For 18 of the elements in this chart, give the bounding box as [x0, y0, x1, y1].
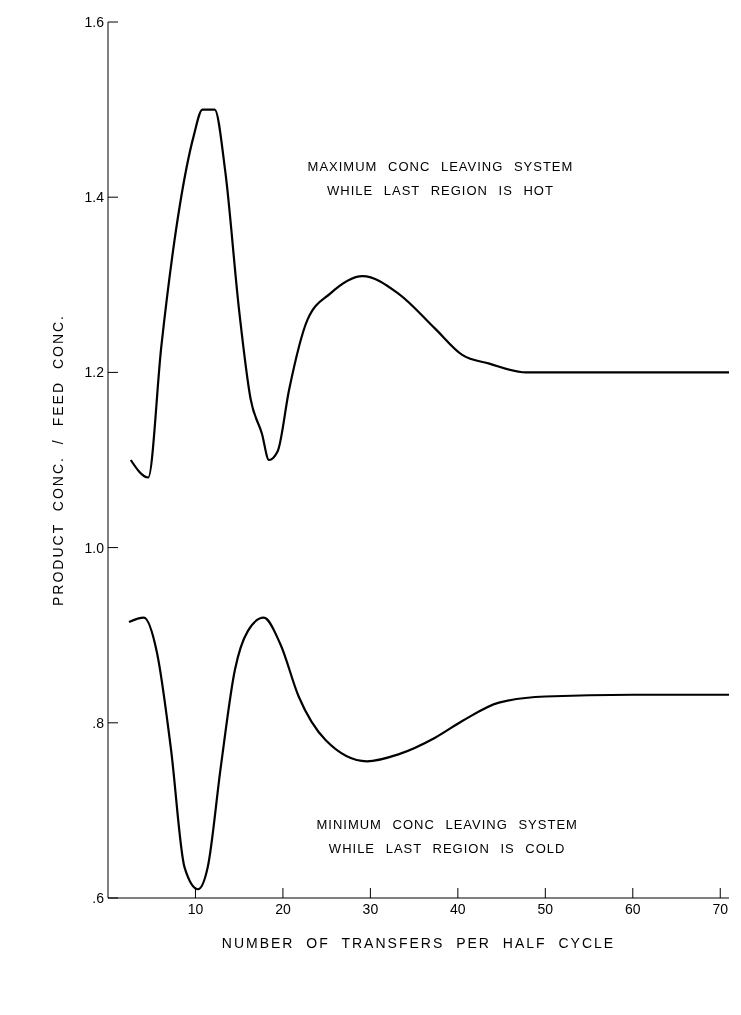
y-tick-label: .6: [92, 889, 105, 906]
y-axis-title: PRODUCT CONC. / FEED CONC.: [49, 314, 66, 606]
y-tick-label: .8: [92, 714, 105, 731]
y-tick-label: 1.4: [84, 189, 105, 206]
annotation: MINIMUM CONC LEAVING SYSTEM WHILE LAST REGION IS COLD: [316, 815, 578, 858]
x-tick-label: 60: [625, 900, 641, 917]
y-tick-label: 1.6: [84, 13, 105, 30]
annotation: MAXIMUM CONC LEAVING SYSTEM WHILE LAST REGION IS HOT: [307, 158, 574, 201]
line-series: [129, 108, 729, 479]
x-tick-label: 30: [362, 900, 379, 917]
y-tick-label: 1.2: [84, 364, 105, 381]
x-axis-title: NUMBER OF TRANSFERS PER HALF CYCLE: [221, 935, 616, 951]
x-tick-label: 10: [187, 900, 204, 917]
x-tick-label: 70: [712, 900, 729, 917]
x-tick-label: 40: [450, 900, 466, 917]
x-tick-label: 20: [275, 900, 291, 917]
x-tick-label: 50: [537, 900, 554, 917]
y-tick-label: 1.0: [84, 539, 105, 556]
